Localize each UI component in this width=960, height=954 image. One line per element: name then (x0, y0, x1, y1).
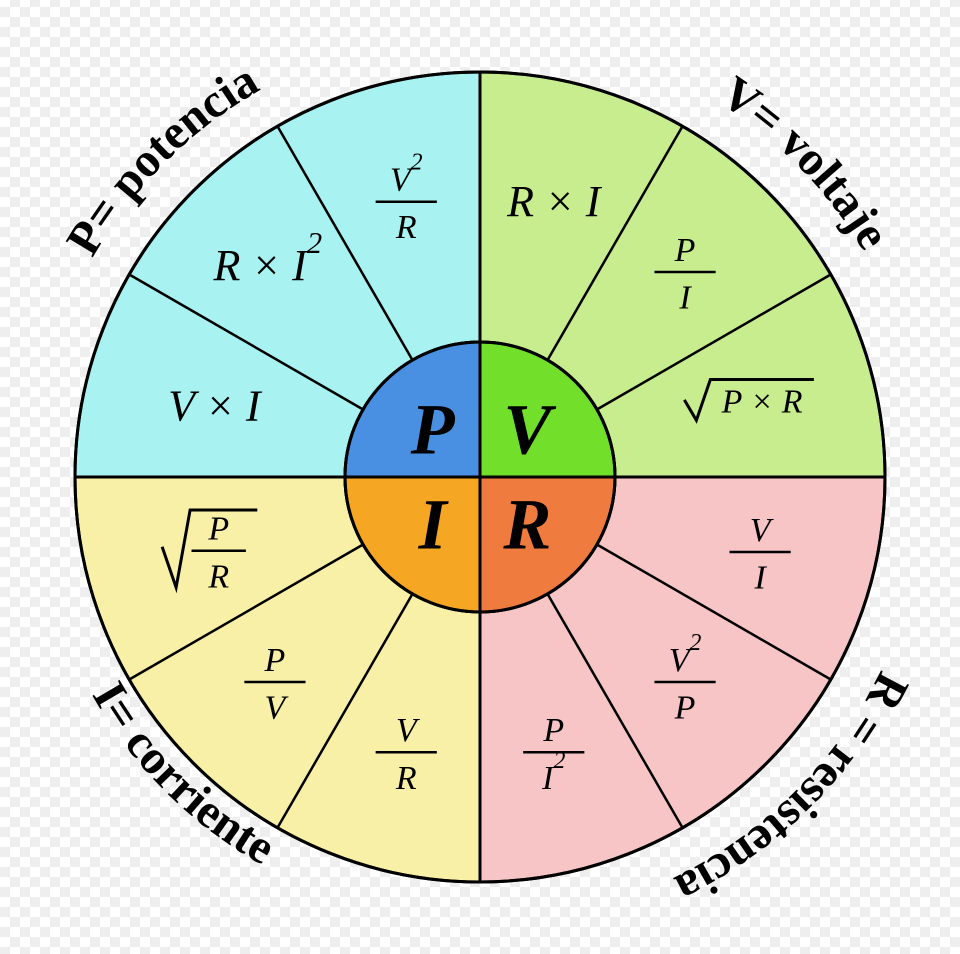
svg-text:R: R (395, 209, 417, 246)
ohms-law-wheel: PVIR V × IR × I2V2RR × IPIP × RVIV2PPI2V… (0, 0, 960, 954)
center-letter-p: P (410, 390, 456, 470)
svg-text:R: R (207, 558, 229, 595)
svg-text:R: R (395, 759, 417, 796)
svg-text:P: P (264, 641, 286, 678)
formula-v-0: R × I (506, 177, 603, 226)
svg-text:P: P (207, 510, 229, 547)
formula-p-0: V × I (168, 381, 263, 430)
svg-text:P: P (674, 231, 696, 268)
center-letter-v: V (503, 390, 556, 470)
center-letter-r: R (502, 484, 551, 564)
svg-text:P × R: P × R (721, 383, 803, 420)
svg-text:V × I: V × I (168, 381, 263, 430)
svg-text:I: I (678, 279, 692, 316)
svg-text:R × I: R × I (506, 177, 603, 226)
svg-text:P: P (542, 712, 564, 749)
svg-text:P: P (674, 689, 696, 726)
svg-text:I: I (753, 559, 767, 596)
center-letter-i: I (418, 484, 450, 564)
